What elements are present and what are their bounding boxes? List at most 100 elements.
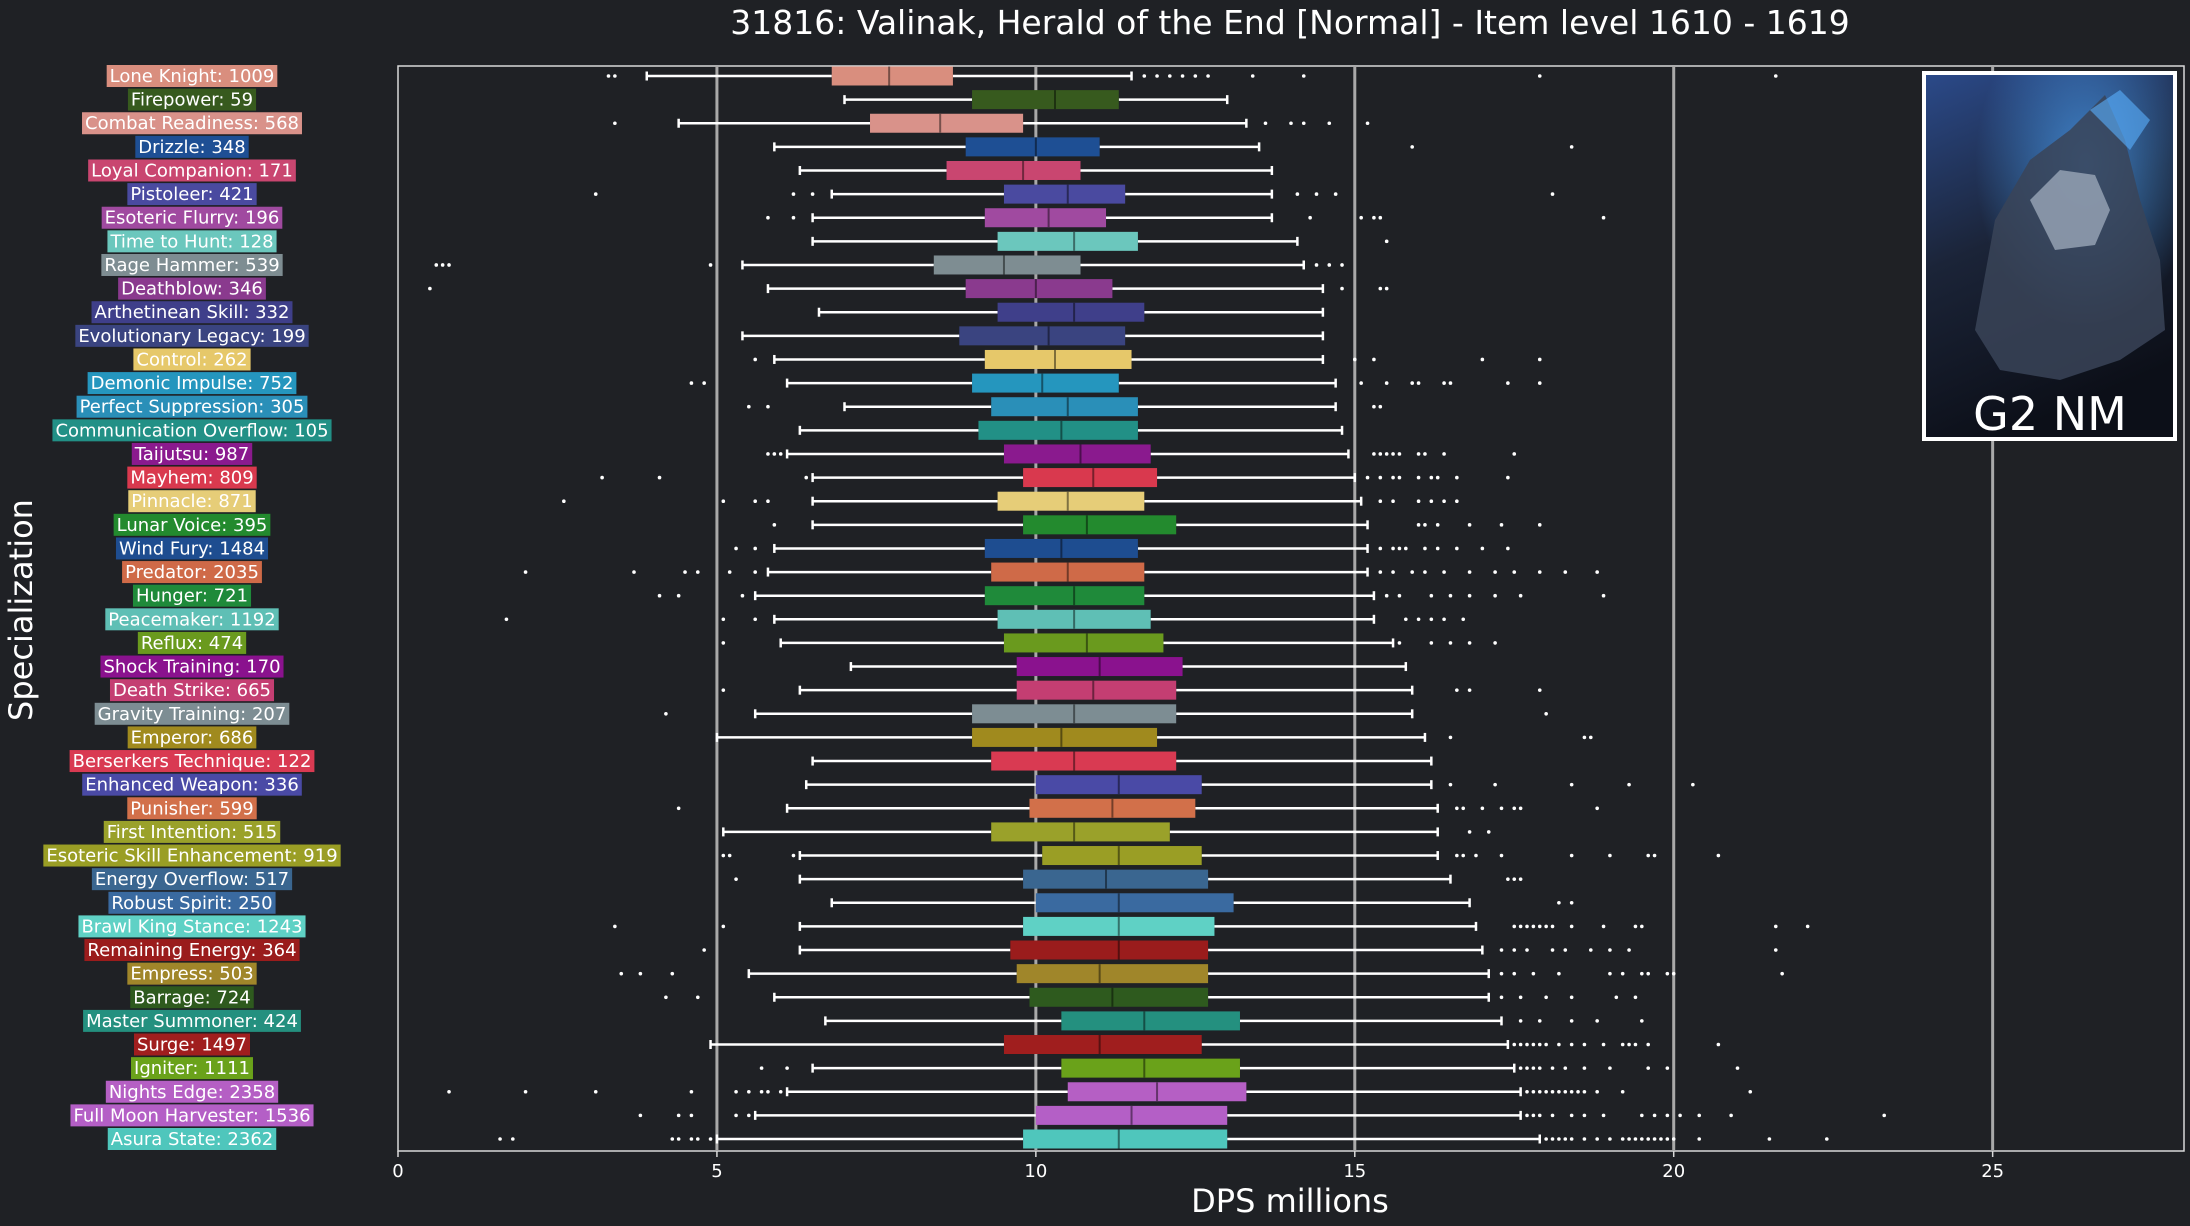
- box-iqr: [959, 326, 1126, 346]
- outlier-point: [1640, 924, 1644, 929]
- box-plot-row: [798, 420, 1344, 440]
- outlier-point: [1640, 1019, 1644, 1023]
- x-tick-label: 25: [1981, 1161, 2004, 1182]
- outlier-point: [1499, 523, 1504, 527]
- outlier-point: [1537, 523, 1542, 527]
- outlier-point: [1646, 971, 1650, 976]
- category-label-text: Evolutionary Legacy: 199: [78, 326, 305, 347]
- category-label: Brawl King Stance: 1243: [78, 915, 306, 938]
- outlier-point: [1620, 1137, 1625, 1141]
- category-label-bg: [122, 561, 262, 584]
- outlier-point: [1448, 782, 1453, 787]
- outlier-point: [1480, 806, 1485, 811]
- category-label: Pinnacle: 871: [128, 490, 256, 513]
- outlier-point: [1193, 74, 1198, 78]
- outlier-point: [766, 452, 770, 456]
- category-label: Pistoleer: 421: [127, 183, 257, 206]
- category-label: Mayhem: 809: [127, 466, 257, 489]
- category-label-bg: [84, 939, 300, 962]
- category-label-text: Wind Fury: 1484: [119, 538, 265, 559]
- box-plot-row: [766, 208, 1606, 228]
- category-label-bg: [78, 915, 306, 938]
- box-plot-row: [804, 775, 1695, 795]
- outlier-point: [1537, 357, 1542, 362]
- outlier-point: [1595, 1089, 1599, 1094]
- outlier-point: [1531, 1042, 1536, 1047]
- outlier-point: [600, 475, 604, 480]
- box-plot-row: [721, 680, 1542, 700]
- outlier-point: [1550, 948, 1555, 952]
- outlier-point: [753, 499, 757, 504]
- category-label-text: Time to Hunt: 128: [109, 231, 273, 252]
- category-label-text: Barrage: 724: [133, 987, 251, 1008]
- category-label-bg: [130, 986, 254, 1009]
- outlier-point: [1448, 735, 1453, 740]
- category-label-bg: [127, 183, 257, 206]
- outlier-point: [1168, 74, 1172, 78]
- category-label-bg: [127, 466, 257, 489]
- outlier-point: [670, 971, 675, 976]
- outlier-point: [1512, 452, 1517, 456]
- outlier-point: [1773, 948, 1778, 952]
- category-label: Taijutsu: 987: [131, 442, 253, 465]
- category-label-bg: [69, 750, 315, 773]
- outlier-point: [1518, 806, 1523, 811]
- outlier-point: [1665, 1137, 1670, 1141]
- outlier-point: [689, 1137, 694, 1141]
- outlier-point: [1289, 121, 1293, 126]
- outlier-point: [1569, 1089, 1574, 1094]
- outlier-point: [1499, 995, 1504, 1000]
- outlier-point: [1378, 499, 1383, 504]
- category-label: Lone Knight: 1009: [106, 65, 278, 87]
- outlier-point: [1550, 1089, 1555, 1094]
- box-plot-row: [824, 1011, 1644, 1031]
- outlier-point: [1557, 1089, 1561, 1094]
- outlier-point: [772, 523, 777, 527]
- category-label-text: Arthetinean Skill: 332: [95, 302, 290, 323]
- category-label-bg: [106, 65, 278, 87]
- outlier-point: [1372, 404, 1376, 409]
- outlier-point: [498, 1137, 502, 1141]
- outlier-point: [734, 1089, 738, 1094]
- outlier-point: [1582, 1089, 1587, 1094]
- box-plot-row: [715, 727, 1593, 747]
- box-iqr: [972, 373, 1119, 393]
- box-iqr: [1042, 846, 1202, 866]
- category-label: Deathblow: 346: [118, 277, 266, 300]
- outlier-point: [1748, 1089, 1753, 1094]
- outlier-point: [428, 286, 432, 291]
- outlier-point: [695, 1137, 700, 1141]
- category-label: Master Summoner: 424: [83, 1009, 301, 1032]
- category-label: Full Moon Harvester: 1536: [70, 1104, 314, 1127]
- category-label: Enhanced Weapon: 336: [82, 773, 302, 796]
- outlier-point: [1461, 853, 1466, 858]
- outlier-point: [511, 1137, 515, 1141]
- category-label-text: Igniter: 1111: [134, 1058, 250, 1079]
- category-label: Loyal Companion: 171: [88, 159, 296, 182]
- category-label: Reflux: 474: [137, 631, 247, 654]
- outlier-point: [1601, 215, 1606, 220]
- outlier-point: [1576, 1089, 1580, 1094]
- outlier-point: [1404, 546, 1408, 551]
- box-plot-row: [664, 987, 1638, 1007]
- outlier-point: [1557, 1137, 1561, 1141]
- outlier-point: [810, 192, 815, 196]
- outlier-point: [727, 853, 732, 858]
- category-label-text: Esoteric Flurry: 196: [105, 208, 280, 229]
- category-label-text: Berserkers Technique: 122: [73, 751, 312, 772]
- boss-crest: [2090, 90, 2150, 150]
- box-plot-row: [498, 1129, 1829, 1149]
- outlier-point: [791, 215, 796, 220]
- outlier-point: [447, 1089, 451, 1094]
- outlier-point: [772, 452, 777, 456]
- outlier-point: [1493, 641, 1497, 645]
- badge-label: G2 NM: [1973, 387, 2127, 441]
- box-iqr: [933, 255, 1081, 275]
- box-plot-row: [523, 562, 1599, 582]
- outlier-point: [1550, 192, 1555, 196]
- outlier-point: [1525, 1066, 1529, 1070]
- category-label-text: Pinnacle: 871: [131, 491, 252, 512]
- outlier-point: [1601, 593, 1606, 598]
- outlier-point: [676, 1113, 681, 1118]
- category-label-bg: [131, 1057, 253, 1080]
